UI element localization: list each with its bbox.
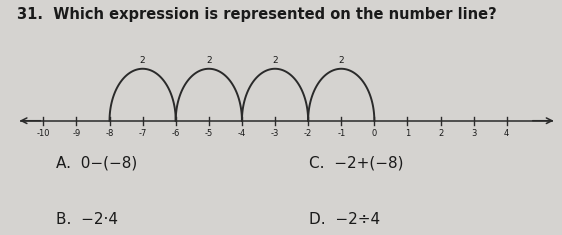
Text: -2: -2 [304, 129, 312, 138]
Text: D.  −2÷4: D. −2÷4 [309, 212, 380, 227]
Text: B.  −2·4: B. −2·4 [56, 212, 118, 227]
Text: 2: 2 [338, 56, 344, 65]
Text: 4: 4 [504, 129, 509, 138]
Text: 2: 2 [272, 56, 278, 65]
Text: 3: 3 [471, 129, 477, 138]
Text: 2: 2 [206, 56, 212, 65]
Text: -1: -1 [337, 129, 346, 138]
Text: 2: 2 [140, 56, 146, 65]
Text: -5: -5 [205, 129, 213, 138]
Text: -7: -7 [138, 129, 147, 138]
Text: 1: 1 [405, 129, 410, 138]
Text: A.  0−(−8): A. 0−(−8) [56, 155, 138, 170]
Text: -6: -6 [171, 129, 180, 138]
Text: -8: -8 [105, 129, 114, 138]
Text: -4: -4 [238, 129, 246, 138]
Text: 2: 2 [438, 129, 443, 138]
Text: -3: -3 [271, 129, 279, 138]
Text: 0: 0 [371, 129, 377, 138]
Text: -10: -10 [37, 129, 50, 138]
Text: C.  −2+(−8): C. −2+(−8) [309, 155, 404, 170]
Text: 31.  Which expression is represented on the number line?: 31. Which expression is represented on t… [17, 7, 497, 22]
Text: -9: -9 [72, 129, 80, 138]
